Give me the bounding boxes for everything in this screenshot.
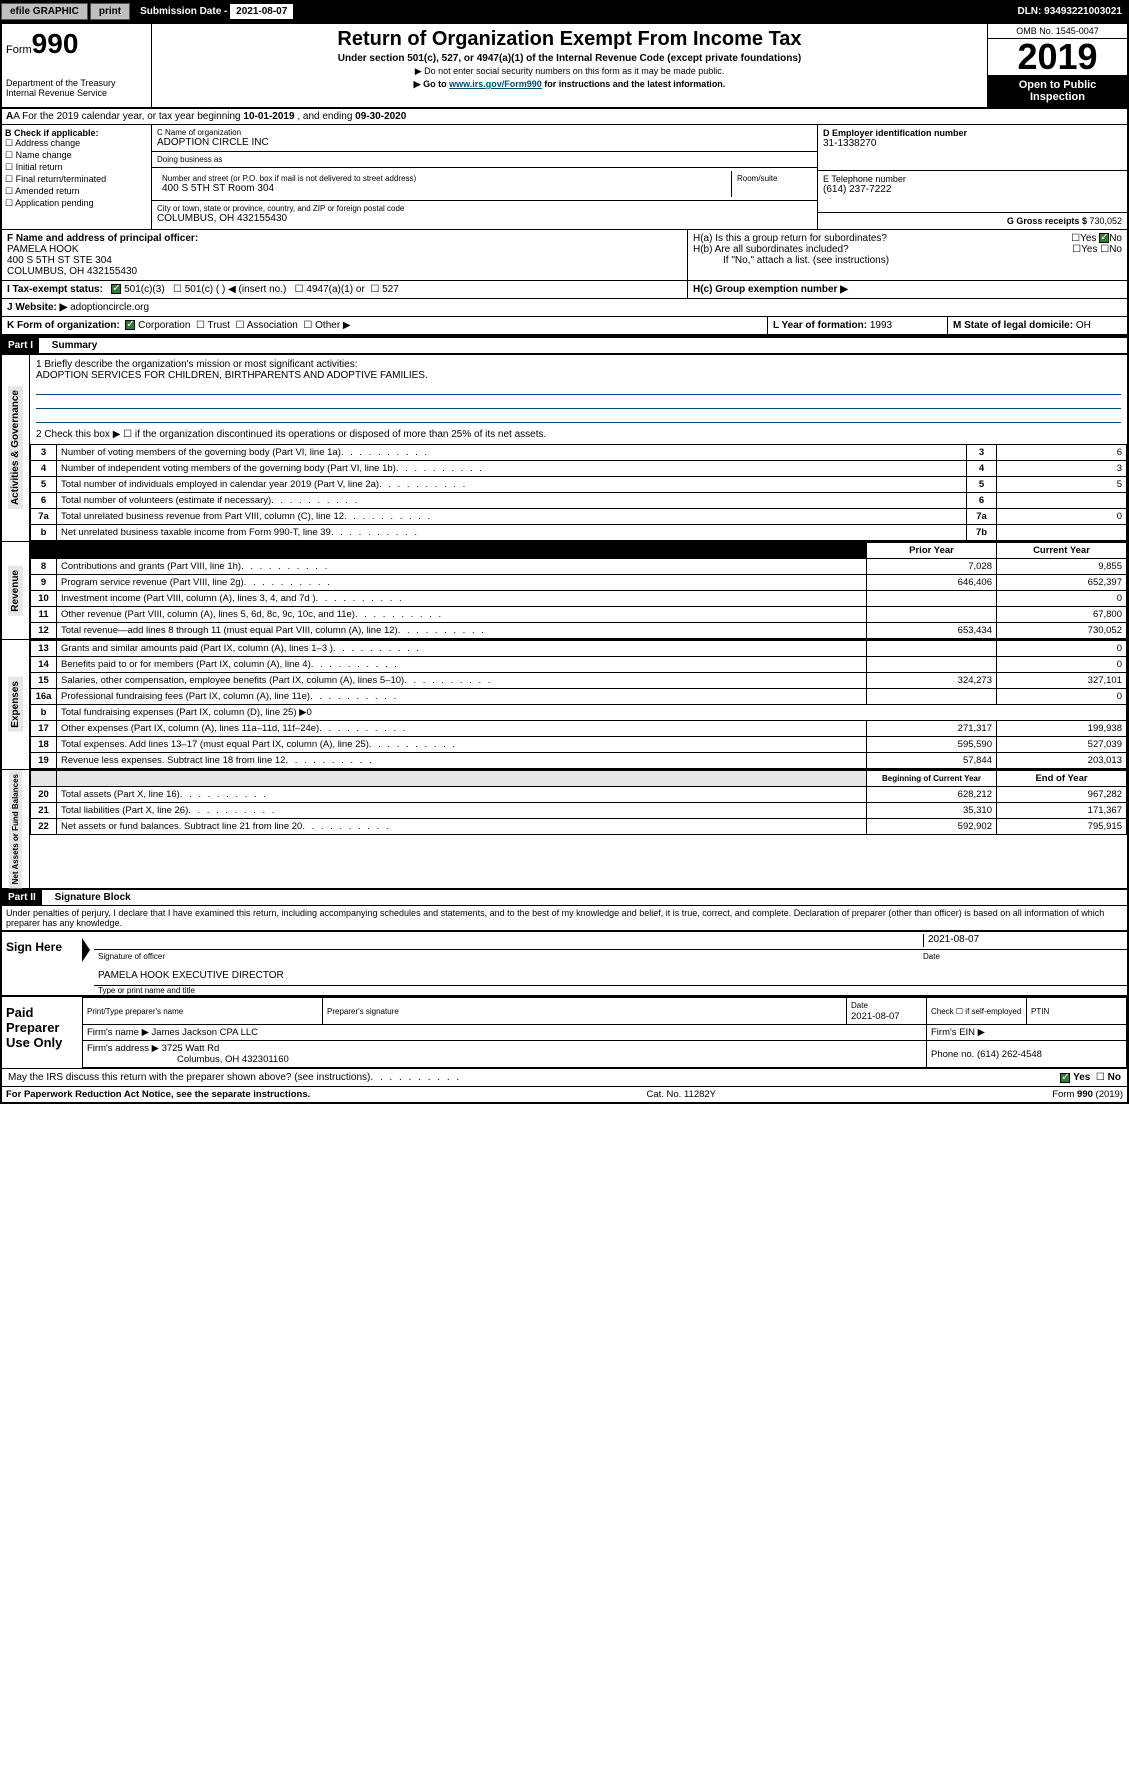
table-row: bNet unrelated business taxable income f… bbox=[31, 525, 1127, 541]
table-row: 7aTotal unrelated business revenue from … bbox=[31, 509, 1127, 525]
501c3-check bbox=[111, 284, 121, 294]
sign-date: 2021-08-07 bbox=[928, 934, 979, 945]
table-row: 6Total number of volunteers (estimate if… bbox=[31, 493, 1127, 509]
box-h-c: H(c) Group exemption number ▶ bbox=[687, 281, 1127, 298]
box-i: I Tax-exempt status: 501(c)(3) ☐ 501(c) … bbox=[2, 281, 687, 298]
corp-check bbox=[125, 320, 135, 330]
chk-address-change[interactable]: ☐ Address change bbox=[5, 138, 148, 149]
street-address: 400 S 5TH ST Room 304 bbox=[162, 183, 726, 194]
footer: For Paperwork Reduction Act Notice, see … bbox=[2, 1086, 1127, 1102]
mission-text: ADOPTION SERVICES FOR CHILDREN, BIRTHPAR… bbox=[36, 370, 1121, 381]
chk-initial-return[interactable]: ☐ Initial return bbox=[5, 162, 148, 173]
chk-final-return[interactable]: ☐ Final return/terminated bbox=[5, 174, 148, 185]
box-k: K Form of organization: Corporation ☐ Tr… bbox=[2, 317, 767, 334]
table-row: 13Grants and similar amounts paid (Part … bbox=[31, 641, 1127, 657]
h-a-no-check bbox=[1099, 233, 1109, 243]
submission-date: 2021-08-07 bbox=[230, 4, 293, 19]
perjury-text: Under penalties of perjury, I declare th… bbox=[2, 906, 1127, 930]
chk-amended[interactable]: ☐ Amended return bbox=[5, 186, 148, 197]
box-b: B Check if applicable: ☐ Address change … bbox=[2, 125, 152, 229]
officer-name: PAMELA HOOK bbox=[7, 244, 79, 255]
box-f: F Name and address of principal officer:… bbox=[2, 230, 687, 280]
table-row: 8Contributions and grants (Part VIII, li… bbox=[31, 559, 1127, 575]
irs-link[interactable]: www.irs.gov/Form990 bbox=[449, 79, 542, 89]
firm-name: James Jackson CPA LLC bbox=[152, 1027, 258, 1038]
part-2-header: Part II Signature Block bbox=[2, 888, 1127, 906]
table-row: 14Benefits paid to or for members (Part … bbox=[31, 657, 1127, 673]
net-assets-table: Beginning of Current YearEnd of Year 20T… bbox=[30, 770, 1127, 835]
firm-phone: (614) 262-4548 bbox=[977, 1049, 1042, 1060]
table-row: 12Total revenue—add lines 8 through 11 (… bbox=[31, 623, 1127, 639]
gross-receipts: 730,052 bbox=[1089, 216, 1122, 226]
officer-print-name: PAMELA HOOK EXECUTIVE DIRECTOR bbox=[98, 970, 284, 983]
table-row: 18Total expenses. Add lines 13–17 (must … bbox=[31, 737, 1127, 753]
table-row: 21Total liabilities (Part X, line 26)35,… bbox=[31, 803, 1127, 819]
box-l: L Year of formation: 1993 bbox=[767, 317, 947, 334]
table-row: 11Other revenue (Part VIII, column (A), … bbox=[31, 607, 1127, 623]
form-header: Form990 Department of the Treasury Inter… bbox=[2, 24, 1127, 109]
net-assets-section: Net Assets or Fund Balances Beginning of… bbox=[2, 769, 1127, 888]
paid-preparer-label: Paid Preparer Use Only bbox=[2, 997, 82, 1068]
expenses-table: 13Grants and similar amounts paid (Part … bbox=[30, 640, 1127, 769]
chk-application[interactable]: ☐ Application pending bbox=[5, 198, 148, 209]
table-row: 10Investment income (Part VIII, column (… bbox=[31, 591, 1127, 607]
table-row: 3Number of voting members of the governi… bbox=[31, 445, 1127, 461]
table-row: 5Total number of individuals employed in… bbox=[31, 477, 1127, 493]
governance-table: 3Number of voting members of the governi… bbox=[30, 444, 1127, 541]
box-d-e-g: D Employer identification number 31-1338… bbox=[817, 125, 1127, 229]
submission-label: Submission Date - 2021-08-07 bbox=[132, 4, 301, 19]
table-row: 17Other expenses (Part IX, column (A), l… bbox=[31, 721, 1127, 737]
row-a-tax-year: AA For the 2019 calendar year, or tax ye… bbox=[2, 109, 1127, 125]
firm-addr: 3725 Watt Rd bbox=[162, 1043, 220, 1054]
table-row: bTotal fundraising expenses (Part IX, co… bbox=[31, 705, 1127, 721]
governance-section: Activities & Governance 1 Briefly descri… bbox=[2, 354, 1127, 541]
efile-label: efile GRAPHIC bbox=[1, 3, 88, 20]
table-row: 9Program service revenue (Part VIII, lin… bbox=[31, 575, 1127, 591]
arrow-icon bbox=[82, 938, 90, 962]
note-ssn: ▶ Do not enter social security numbers o… bbox=[156, 66, 983, 77]
box-c: C Name of organization ADOPTION CIRCLE I… bbox=[152, 125, 817, 229]
chk-name-change[interactable]: ☐ Name change bbox=[5, 150, 148, 161]
note-link: ▶ Go to www.irs.gov/Form990 for instruct… bbox=[156, 79, 983, 90]
print-button[interactable]: print bbox=[90, 3, 130, 20]
box-j: J Website: ▶ adoptioncircle.org bbox=[2, 299, 1127, 316]
form-title: Return of Organization Exempt From Incom… bbox=[156, 28, 983, 51]
website: adoptioncircle.org bbox=[70, 302, 149, 313]
box-h: H(a) Is this a group return for subordin… bbox=[687, 230, 1127, 280]
revenue-section: Revenue Prior YearCurrent Year 8Contribu… bbox=[2, 541, 1127, 639]
dept-label: Department of the Treasury Internal Reve… bbox=[6, 78, 147, 98]
table-row: 16aProfessional fundraising fees (Part I… bbox=[31, 689, 1127, 705]
sign-here-label: Sign Here bbox=[2, 932, 82, 995]
top-bar: efile GRAPHIC print Submission Date - 20… bbox=[0, 0, 1129, 22]
org-name: ADOPTION CIRCLE INC bbox=[157, 137, 812, 148]
table-row: 20Total assets (Part X, line 16)628,2129… bbox=[31, 787, 1127, 803]
revenue-table: Prior YearCurrent Year 8Contributions an… bbox=[30, 542, 1127, 639]
open-inspection: Open to Public Inspection bbox=[988, 75, 1127, 107]
city-zip: COLUMBUS, OH 432155430 bbox=[157, 213, 812, 224]
form-subtitle: Under section 501(c), 527, or 4947(a)(1)… bbox=[156, 53, 983, 64]
box-m: M State of legal domicile: OH bbox=[947, 317, 1127, 334]
expenses-section: Expenses 13Grants and similar amounts pa… bbox=[2, 639, 1127, 769]
table-row: 15Salaries, other compensation, employee… bbox=[31, 673, 1127, 689]
telephone: (614) 237-7222 bbox=[823, 184, 1122, 195]
dln-label: DLN: 93493221003021 bbox=[1017, 6, 1128, 17]
preparer-table: Print/Type preparer's name Preparer's si… bbox=[82, 997, 1127, 1068]
ein: 31-1338270 bbox=[823, 138, 1122, 149]
discuss-row: May the IRS discuss this return with the… bbox=[2, 1069, 1127, 1086]
tax-year: 2019 bbox=[988, 39, 1127, 75]
form-990: Form990 Department of the Treasury Inter… bbox=[0, 22, 1129, 1104]
table-row: 19Revenue less expenses. Subtract line 1… bbox=[31, 753, 1127, 769]
discuss-yes-check bbox=[1060, 1073, 1070, 1083]
table-row: 4Number of independent voting members of… bbox=[31, 461, 1127, 477]
part-1-header: Part I Summary bbox=[2, 336, 1127, 354]
table-row: 22Net assets or fund balances. Subtract … bbox=[31, 819, 1127, 835]
